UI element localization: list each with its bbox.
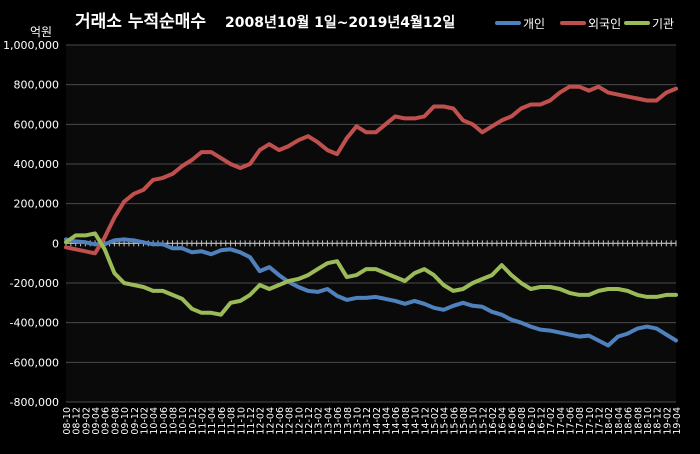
legend-label: 외국인 — [588, 17, 621, 31]
x-tick-label: 15-02 — [430, 407, 441, 435]
x-tick-label: 10-08 — [169, 407, 180, 435]
x-tick-label: 18-02 — [604, 407, 615, 435]
x-tick-label: 12-06 — [275, 407, 286, 435]
legend: 개인 외국인 기관 — [495, 17, 674, 31]
x-tick-label: 16-12 — [536, 407, 547, 435]
x-tick-label: 10-12 — [188, 407, 199, 435]
x-tick-label: 09-04 — [91, 407, 102, 435]
x-tick-label: 15-08 — [459, 407, 470, 435]
legend-label: 기관 — [652, 17, 674, 31]
x-tick-label: 12-04 — [265, 407, 276, 435]
x-tick-label: 16-02 — [488, 407, 499, 435]
y-tick-label: 800,000 — [14, 79, 60, 92]
x-tick-label: 14-04 — [382, 407, 393, 435]
x-tick-label: 10-10 — [178, 407, 189, 435]
x-tick-label: 14-10 — [411, 407, 422, 435]
x-tick-label: 15-04 — [440, 407, 451, 435]
x-tick-label: 09-12 — [130, 407, 141, 435]
x-tick-label: 15-12 — [478, 407, 489, 435]
x-tick-label: 09-10 — [120, 407, 131, 435]
x-tick-label: 10-02 — [139, 407, 150, 435]
x-tick-label: 19-02 — [662, 407, 673, 435]
x-tick-label: 12-02 — [256, 407, 267, 435]
x-tick-label: 17-10 — [585, 407, 596, 435]
x-tick-label: 16-04 — [498, 407, 509, 435]
y-axis-unit-label: 억원 — [30, 25, 52, 39]
y-tick-label: 400,000 — [14, 158, 60, 171]
x-tick-label: 12-12 — [304, 407, 315, 435]
x-tick-label: 10-04 — [149, 407, 160, 435]
x-tick-label: 16-06 — [507, 407, 518, 435]
x-tick-label: 17-04 — [556, 407, 567, 435]
x-tick-label: 17-12 — [595, 407, 606, 435]
x-tick-label: 12-08 — [285, 407, 296, 435]
x-tick-label: 13-04 — [323, 407, 334, 435]
series-line — [64, 231, 678, 317]
x-tick-label: 11-12 — [246, 407, 257, 435]
x-tick-label: 14-02 — [372, 407, 383, 435]
x-tick-label: 15-10 — [469, 407, 480, 435]
x-tick-label: 11-08 — [227, 407, 238, 435]
y-tick-label: 600,000 — [14, 118, 60, 131]
x-tick-label: 13-06 — [333, 407, 344, 435]
axes: 1,000,000 800,000 600,000 400,000 200,000 0 -2… — [3, 39, 683, 435]
series-line — [64, 84, 678, 256]
x-tick-label: 16-10 — [527, 407, 538, 435]
x-tick-label: 11-04 — [207, 407, 218, 435]
y-tick-label: 0 — [52, 237, 59, 250]
x-tick-label: 15-06 — [449, 407, 460, 435]
x-tick-label: 11-06 — [217, 407, 228, 435]
x-tick-label: 17-06 — [565, 407, 576, 435]
x-tick-label: 14-06 — [391, 407, 402, 435]
y-tick-label: 200,000 — [14, 198, 60, 211]
x-tick-label: 13-08 — [343, 407, 354, 435]
x-tick-label: 18-10 — [643, 407, 654, 435]
x-tick-label: 14-12 — [420, 407, 431, 435]
x-tick-label: 11-10 — [236, 407, 247, 435]
x-tick-label: 08-10 — [62, 407, 73, 435]
x-tick-label: 18-04 — [614, 407, 625, 435]
series-line — [64, 237, 678, 348]
x-tick-label: 12-10 — [294, 407, 305, 435]
y-tick-label: -200,000 — [10, 277, 59, 290]
x-tick-label: 11-02 — [198, 407, 209, 435]
x-tick-label: 16-08 — [517, 407, 528, 435]
x-tick-label: 18-08 — [633, 407, 644, 435]
x-tick-label: 13-10 — [352, 407, 363, 435]
plot-background — [66, 45, 676, 402]
y-tick-label: 1,000,000 — [3, 39, 59, 52]
x-tick-label: 17-08 — [575, 407, 586, 435]
x-tick-label: 10-06 — [159, 407, 170, 435]
chart-title: 거래소 누적순매수 — [75, 12, 206, 32]
x-tick-label: 09-02 — [81, 407, 92, 435]
chart-subtitle: 2008년10월 1일~2019년4월12일 — [225, 14, 455, 31]
x-tick-label: 13-02 — [314, 407, 325, 435]
x-tick-label: 19-04 — [672, 407, 683, 435]
y-tick-label: -600,000 — [10, 356, 59, 369]
x-tick-label: 17-02 — [546, 407, 557, 435]
y-tick-label: -800,000 — [10, 396, 59, 409]
x-tick-label: 09-08 — [110, 407, 121, 435]
y-tick-label: -400,000 — [10, 317, 59, 330]
x-tick-label: 09-06 — [101, 407, 112, 435]
x-tick-label: 08-12 — [72, 407, 83, 435]
x-tick-label: 18-12 — [653, 407, 664, 435]
x-tick-label: 14-08 — [401, 407, 412, 435]
x-tick-label: 18-06 — [624, 407, 635, 435]
x-tick-label: 13-12 — [362, 407, 373, 435]
series-lines — [64, 84, 678, 348]
legend-label: 개인 — [523, 17, 545, 31]
